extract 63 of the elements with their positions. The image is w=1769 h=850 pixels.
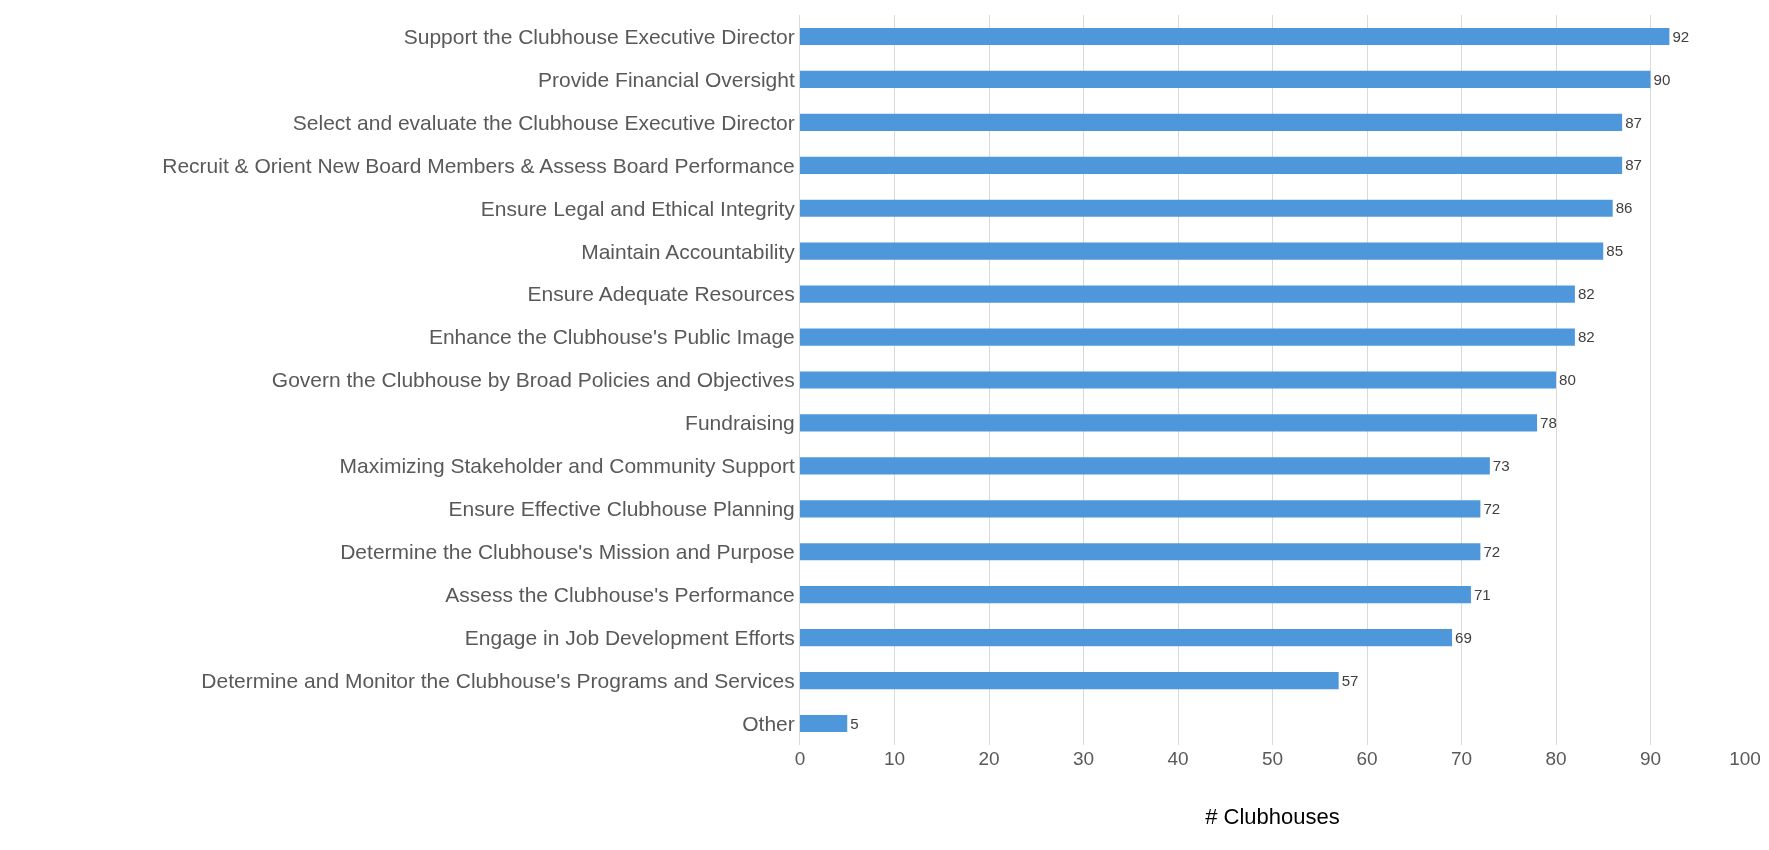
- data-label: 5: [850, 714, 859, 732]
- x-tick-label: 70: [1450, 748, 1473, 769]
- y-tick-label: Support the Clubhouse Executive Director: [403, 24, 795, 48]
- y-tick-label: Govern the Clubhouse by Broad Policies and Objectives: [271, 368, 795, 392]
- y-tick-label: Assess the Clubhouse's Performance: [445, 583, 795, 607]
- y-tick-label: Ensure Legal and Ethical Integrity: [480, 196, 796, 220]
- bar: [800, 414, 1538, 432]
- data-label: 72: [1483, 499, 1501, 517]
- x-tick-label: 10: [883, 748, 906, 769]
- y-tick-label: Enhance the Clubhouse's Public Image: [428, 325, 795, 349]
- bar: [800, 672, 1339, 690]
- bar: [800, 328, 1575, 346]
- x-tick-label: 60: [1356, 748, 1378, 769]
- bar: [800, 70, 1651, 88]
- data-label: 80: [1559, 371, 1576, 389]
- data-label: 82: [1577, 285, 1595, 303]
- bar: [800, 629, 1453, 647]
- bar: [800, 156, 1623, 174]
- data-label: 85: [1606, 242, 1624, 260]
- bar: [800, 113, 1623, 131]
- bar: [800, 242, 1604, 260]
- x-tick-label: 20: [978, 748, 1000, 769]
- y-tick-label: Fundraising: [685, 411, 795, 435]
- y-tick-label: Engage in Job Development Efforts: [464, 626, 795, 649]
- y-tick-label: Ensure Adequate Resources: [527, 282, 795, 306]
- x-tick-label: 0: [794, 748, 806, 769]
- bar: [800, 371, 1556, 389]
- x-tick-label: 100: [1729, 748, 1761, 769]
- bar: [800, 543, 1481, 561]
- bar: [800, 714, 848, 733]
- data-label: 71: [1473, 585, 1491, 603]
- x-tick-label: 30: [1072, 748, 1095, 769]
- bar: [800, 586, 1471, 604]
- y-tick-label: Maximizing Stakeholder and Community Support: [339, 454, 795, 478]
- data-label: 82: [1577, 328, 1595, 346]
- data-label: 87: [1625, 113, 1642, 131]
- x-tick-label: 50: [1261, 748, 1284, 769]
- x-tick-label: 90: [1639, 748, 1662, 769]
- bar: [800, 199, 1613, 217]
- y-tick-label: Select and evaluate the Clubhouse Executive Director: [292, 110, 795, 134]
- data-label: 73: [1492, 457, 1510, 475]
- data-label: 87: [1625, 156, 1642, 174]
- y-tick-label: Determine the Clubhouse's Mission and Purpose: [340, 540, 795, 564]
- data-label: 78: [1540, 414, 1557, 432]
- data-label: 69: [1455, 628, 1472, 646]
- bar: [800, 500, 1481, 518]
- bar: [800, 285, 1575, 303]
- x-axis-title: # Clubhouses: [1205, 803, 1340, 829]
- y-tick-label: Determine and Monitor the Clubhouse's Programs and Services: [201, 668, 795, 692]
- data-label: 90: [1653, 70, 1671, 88]
- data-label: 72: [1483, 542, 1501, 560]
- y-tick-label: Maintain Accountability: [581, 239, 796, 263]
- bar: [800, 457, 1490, 475]
- y-tick-label: Other: [742, 711, 795, 735]
- y-tick-label: Ensure Effective Clubhouse Planning: [448, 497, 795, 521]
- data-label: 57: [1341, 671, 1359, 689]
- data-label: 92: [1672, 27, 1690, 45]
- data-label: 86: [1615, 199, 1633, 217]
- y-tick-label: Recruit & Orient New Board Members & Assess Board Performance: [162, 153, 795, 177]
- x-tick-label: 40: [1167, 748, 1189, 769]
- y-tick-label: Provide Financial Oversight: [538, 67, 795, 91]
- bar: [800, 27, 1670, 46]
- x-tick-label: 80: [1545, 748, 1567, 769]
